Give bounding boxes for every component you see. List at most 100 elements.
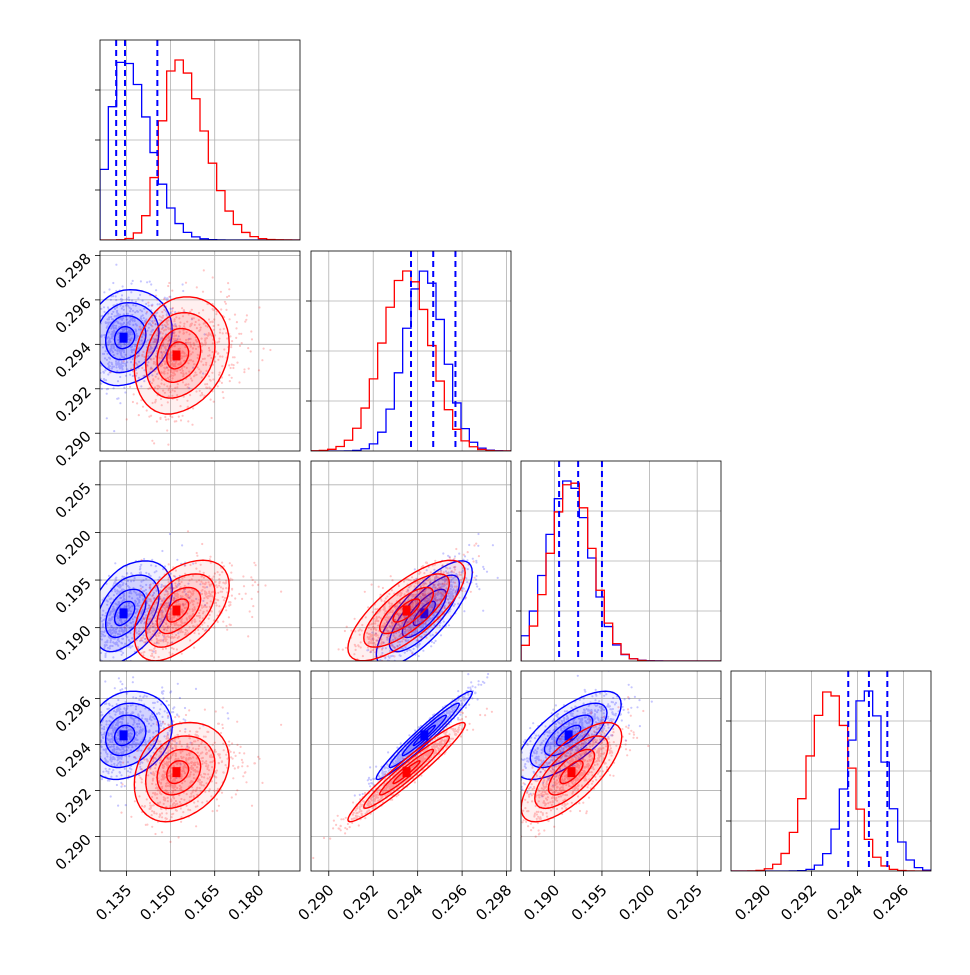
- scatter-point: [95, 316, 97, 318]
- scatter-point: [143, 558, 145, 560]
- scatter-point: [255, 564, 257, 566]
- scatter-point: [391, 665, 393, 667]
- scatter-point: [378, 586, 380, 588]
- scatter-point: [132, 280, 134, 282]
- scatter-point: [155, 295, 157, 297]
- scatter-point: [124, 785, 126, 787]
- scatter-point: [130, 368, 132, 370]
- scatter-point: [95, 389, 97, 391]
- scatter-point: [168, 282, 170, 284]
- scatter-point: [486, 571, 488, 573]
- scatter-point: [229, 380, 231, 382]
- scatter-point: [104, 663, 106, 665]
- scatter-point: [168, 563, 170, 565]
- scatter-point: [149, 281, 151, 283]
- scatter-point: [182, 290, 184, 292]
- scatter-point: [226, 629, 228, 631]
- scatter-point: [269, 349, 271, 351]
- scatter-point: [257, 584, 259, 586]
- scatter-point: [354, 618, 356, 620]
- scatter-point: [231, 588, 233, 590]
- scatter-point: [113, 680, 115, 682]
- scatter-point: [263, 348, 265, 350]
- scatter-point: [439, 618, 441, 620]
- scatter-point: [184, 707, 186, 709]
- scatter-point: [475, 579, 477, 581]
- scatter-point: [417, 640, 419, 642]
- scatter-point: [165, 419, 167, 421]
- scatter-point: [156, 420, 158, 422]
- panel-2-0: [68, 461, 301, 694]
- scatter-point: [116, 784, 118, 786]
- scatter-point: [83, 729, 85, 731]
- scatter-point: [92, 658, 94, 660]
- scatter-point: [225, 625, 227, 627]
- scatter-point: [351, 673, 353, 675]
- scatter-point: [90, 672, 92, 674]
- scatter-point: [463, 554, 465, 556]
- scatter-point: [147, 302, 149, 304]
- scatter-point: [227, 712, 229, 714]
- scatter-point: [178, 416, 180, 418]
- scatter-point: [106, 672, 108, 674]
- scatter-point: [238, 381, 240, 383]
- scatter-point: [125, 804, 127, 806]
- scatter-point: [180, 419, 182, 421]
- scatter-point: [257, 591, 259, 593]
- scatter-point: [150, 583, 152, 585]
- scatter-point: [234, 597, 236, 599]
- scatter-point: [192, 407, 194, 409]
- scatter-point: [161, 550, 163, 552]
- scatter-point: [182, 415, 184, 417]
- scatter-point: [423, 634, 425, 636]
- scatter-point: [96, 329, 98, 331]
- scatter-point: [171, 290, 173, 292]
- scatter-point: [346, 626, 348, 628]
- scatter-point: [152, 674, 154, 676]
- scatter-point: [433, 627, 435, 629]
- scatter-point: [229, 624, 231, 626]
- scatter-point: [83, 605, 85, 607]
- scatter-point: [84, 781, 86, 783]
- scatter-point: [187, 662, 189, 664]
- scatter-point: [146, 311, 148, 313]
- scatter-point: [152, 675, 154, 677]
- scatter-point: [92, 646, 94, 648]
- scatter-point: [178, 672, 180, 674]
- scatter-point: [97, 600, 99, 602]
- scatter-point: [175, 420, 177, 422]
- scatter-point: [433, 642, 435, 644]
- scatter-point: [96, 609, 98, 611]
- scatter-point: [234, 314, 236, 316]
- scatter-point: [221, 382, 223, 384]
- scatter-point: [225, 309, 227, 311]
- scatter-point: [472, 558, 474, 560]
- scatter-point: [151, 305, 153, 307]
- scatter-point: [241, 598, 243, 600]
- scatter-point: [213, 626, 215, 628]
- scatter-point: [225, 303, 227, 305]
- scatter-point: [159, 417, 161, 419]
- scatter-point: [89, 315, 91, 317]
- scatter-point: [132, 401, 134, 403]
- scatter-point: [434, 560, 436, 562]
- scatter-point: [182, 283, 184, 285]
- scatter-point: [77, 674, 79, 676]
- scatter-point: [146, 409, 148, 411]
- scatter-point: [97, 309, 99, 311]
- scatter-point: [132, 676, 134, 678]
- scatter-point: [252, 579, 254, 581]
- scatter-point: [231, 377, 233, 379]
- scatter-point: [242, 575, 244, 577]
- scatter-point: [125, 662, 127, 664]
- scatter-point: [229, 335, 231, 337]
- scatter-point: [228, 605, 230, 607]
- scatter-point: [230, 367, 232, 369]
- scatter-point: [334, 666, 336, 668]
- scatter-point: [101, 778, 103, 780]
- scatter-point: [187, 530, 189, 532]
- scatter-point: [96, 678, 98, 680]
- scatter-point: [191, 424, 193, 426]
- scatter-point: [177, 683, 179, 685]
- scatter-point: [113, 387, 115, 389]
